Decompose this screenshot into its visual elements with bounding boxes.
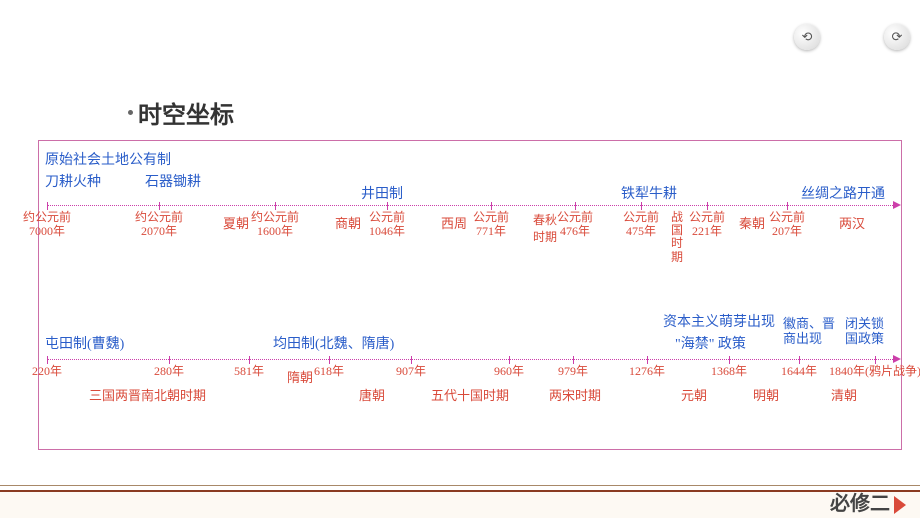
period-label: 夏朝 — [223, 213, 249, 232]
event-label: 原始社会土地公有制 — [45, 149, 171, 169]
timeline-tick — [647, 356, 648, 364]
timeline-tick — [575, 202, 576, 210]
title-bullet — [128, 110, 133, 115]
timeline-tick — [509, 356, 510, 364]
period-label: 三国两晋南北朝时期 — [89, 385, 206, 404]
event-label: 刀耕火种 — [45, 171, 101, 191]
timeline-tick — [787, 202, 788, 210]
period-label: 清朝 — [831, 385, 857, 404]
year-label: 公元前771年 — [473, 211, 509, 239]
event-label: 井田制 — [361, 183, 403, 203]
event-label: 丝绸之路开通 — [801, 183, 885, 203]
timeline-tick — [159, 202, 160, 210]
year-label: 公元前1046年 — [369, 211, 405, 239]
year-label: 907年 — [396, 365, 426, 379]
event-label: 屯田制(曹魏) — [45, 333, 124, 353]
footer-arrow-icon — [894, 496, 906, 514]
year-label: 公元前207年 — [769, 211, 805, 239]
year-label: 220年 — [32, 365, 62, 379]
timeline-tick — [387, 202, 388, 210]
year-label: 1368年 — [711, 365, 747, 379]
timeline-tick — [491, 202, 492, 210]
footer-bg — [0, 492, 920, 518]
year-label: 1840年(鸦片战争) — [829, 365, 920, 379]
timeline-tick — [169, 356, 170, 364]
event-label: 铁犁牛耕 — [621, 183, 677, 203]
timeline-tick — [411, 356, 412, 364]
nav-prev-button[interactable]: ⟲ — [794, 24, 820, 50]
timeline-container: 约公元前7000年约公元前2070年约公元前1600年公元前1046年公元前77… — [38, 140, 902, 450]
timeline-tick — [47, 356, 48, 364]
year-label: 约公元前2070年 — [135, 211, 183, 239]
period-label: 五代十国时期 — [431, 385, 509, 404]
event-label: 闭关锁国政策 — [845, 317, 884, 347]
period-label: 春秋时期 — [533, 211, 557, 245]
footer-divider-thin — [0, 485, 920, 486]
year-label: 公元前475年 — [623, 211, 659, 239]
event-label: 资本主义萌芽出现 — [663, 311, 775, 331]
period-label: 明朝 — [753, 385, 779, 404]
period-label: 隋朝 — [287, 367, 313, 386]
timeline-tick — [729, 356, 730, 364]
year-label: 979年 — [558, 365, 588, 379]
timeline-tick — [329, 356, 330, 364]
timeline-tick — [707, 202, 708, 210]
timeline-tick — [799, 356, 800, 364]
event-label: "海禁" 政策 — [675, 333, 746, 353]
nav-next-button[interactable]: ⟳ — [884, 24, 910, 50]
timeline-axis — [47, 359, 893, 360]
year-label: 1644年 — [781, 365, 817, 379]
event-label: 石器锄耕 — [145, 171, 201, 191]
year-label: 公元前221年 — [689, 211, 725, 239]
year-label: 公元前476年 — [557, 211, 593, 239]
period-label: 唐朝 — [359, 385, 385, 404]
footer-label: 必修二 — [830, 487, 890, 516]
period-label: 元朝 — [681, 385, 707, 404]
period-label: 秦朝 — [739, 213, 765, 232]
page-title: 时空坐标 — [138, 95, 234, 130]
year-label: 280年 — [154, 365, 184, 379]
period-label: 西周 — [441, 213, 467, 232]
timeline-tick — [641, 202, 642, 210]
event-label: 徽商、晋商出现 — [783, 317, 835, 347]
year-label: 960年 — [494, 365, 524, 379]
year-label: 618年 — [314, 365, 344, 379]
timeline-tick — [573, 356, 574, 364]
timeline-tick — [249, 356, 250, 364]
period-label: 两宋时期 — [549, 385, 601, 404]
event-label: 均田制(北魏、隋唐) — [273, 333, 394, 353]
year-label: 581年 — [234, 365, 264, 379]
timeline-tick — [47, 202, 48, 210]
timeline-tick — [275, 202, 276, 210]
year-label: 约公元前1600年 — [251, 211, 299, 239]
period-label: 两汉 — [839, 213, 865, 232]
period-label: 商朝 — [335, 213, 361, 232]
year-label: 1276年 — [629, 365, 665, 379]
year-label: 约公元前7000年 — [23, 211, 71, 239]
period-label: 战国时期 — [671, 211, 683, 264]
timeline-tick — [875, 356, 876, 364]
timeline-axis — [47, 205, 893, 206]
